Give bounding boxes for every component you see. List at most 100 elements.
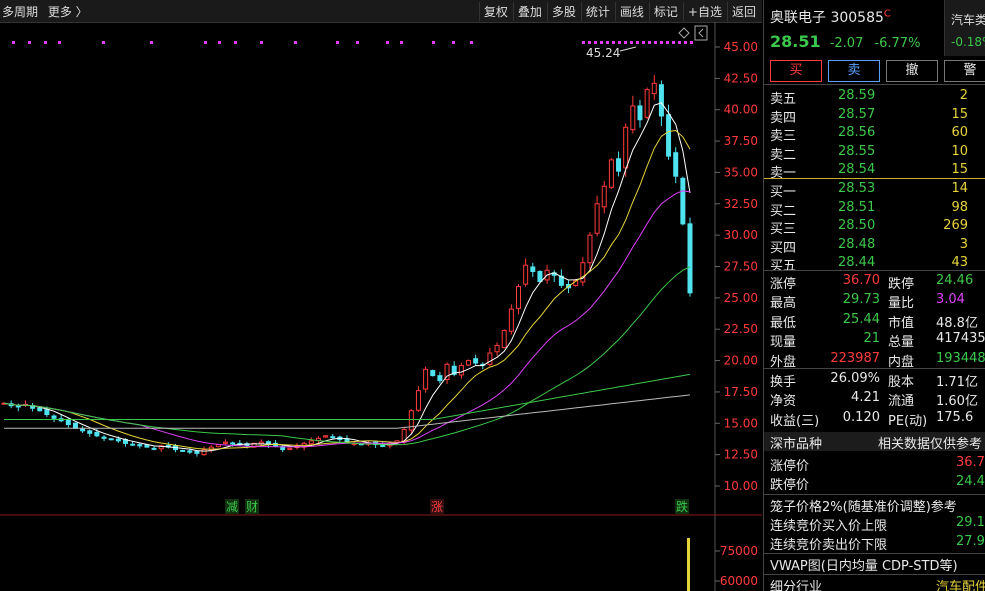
signal-dot <box>678 41 681 44</box>
event-marker-bg <box>225 499 239 514</box>
max-price-arrow <box>619 46 637 52</box>
divider <box>764 84 985 85</box>
event-marker[interactable]: 涨 <box>431 499 443 514</box>
industry-label: 细分行业 <box>770 580 823 591</box>
multi-stock-button[interactable]: 多股 <box>546 2 580 21</box>
stat-value: 48.8亿 <box>936 315 978 331</box>
event-marker-bg <box>245 499 259 514</box>
ask-row[interactable]: 卖五 28.59 2 <box>770 88 980 107</box>
signal-dot <box>642 41 645 44</box>
y-tick-label: 22.50 <box>724 322 758 336</box>
diamond-icon[interactable] <box>678 27 690 39</box>
candlestick-series <box>1 74 693 457</box>
cancel-order-button[interactable]: 撤 <box>886 60 938 82</box>
ask-label: 卖四 <box>770 110 797 126</box>
stat-label: 流通 <box>888 394 915 410</box>
signal-dot <box>150 41 153 44</box>
mark-button[interactable]: 标记 <box>648 2 682 21</box>
stock-code: 300585 <box>830 10 884 26</box>
bid-row[interactable]: 买二 28.51 98 <box>770 200 980 219</box>
sell-button[interactable]: 卖 <box>828 60 880 82</box>
stat-value: 21 <box>863 331 880 347</box>
ask-row[interactable]: 卖四 28.57 15 <box>770 107 980 126</box>
signal-dot <box>12 41 15 44</box>
signal-dot <box>204 41 207 44</box>
candle-body <box>144 444 150 448</box>
event-marker[interactable]: 跌 <box>676 499 688 514</box>
stat-label: 最高 <box>770 296 797 312</box>
ask-price: 28.55 <box>838 143 876 159</box>
sector-box[interactable]: 汽车类 -0.18% <box>944 0 985 56</box>
stock-tag: C <box>883 8 891 20</box>
signal-dot <box>400 41 403 44</box>
price-row: 28.51 -2.07 -6.77% <box>770 32 920 51</box>
ask-price: 28.54 <box>838 162 876 177</box>
panel-toggle-icon[interactable] <box>694 25 708 41</box>
y-tick-label: 42.50 <box>724 71 758 85</box>
ask-label: 卖五 <box>770 92 797 107</box>
stat-row: 最高 29.73 量比 3.04 <box>770 292 985 311</box>
sector-tab[interactable]: 汽车类 <box>951 13 985 27</box>
vwap-label[interactable]: VWAP图(日内均量 CDP-STD等) <box>770 559 958 574</box>
signal-dot <box>660 41 663 44</box>
limit-up-price-row: 涨停价 36.70 <box>770 455 985 474</box>
signal-dot <box>588 41 591 44</box>
ask-row[interactable]: 卖二 28.55 10 <box>770 144 980 163</box>
quote-panel: 奥联电子 300585C 汽车类 -0.18% 28.51 -2.07 -6.7… <box>763 0 985 591</box>
bid-volume: 43 <box>951 255 968 270</box>
candle-body <box>115 438 121 442</box>
alert-button[interactable]: 警 <box>944 60 985 82</box>
candle-body <box>151 447 157 450</box>
buy-button[interactable]: 买 <box>770 60 822 82</box>
candle-body <box>580 262 586 283</box>
signal-dot <box>684 41 687 44</box>
candle-body <box>530 266 536 273</box>
kline-chart[interactable]: 45.00 42.50 40.00 37.50 35.00 32.50 30.00 27.50… <box>0 22 762 591</box>
stat-value: 193448 <box>936 350 985 366</box>
bid-row[interactable]: 买三 28.50 269 <box>770 218 980 237</box>
bid-row[interactable]: 买五 28.44 43 <box>770 255 980 274</box>
y-tick-label: 25.00 <box>724 291 758 305</box>
divider <box>764 270 985 271</box>
ma250-line <box>4 373 691 420</box>
statistics-button[interactable]: 统计 <box>580 2 614 21</box>
candle-body <box>194 450 200 454</box>
event-marker-bg <box>675 499 689 514</box>
chart-corner-controls[interactable] <box>678 25 708 41</box>
ma120-line <box>4 394 691 429</box>
candle-body <box>537 271 543 283</box>
fuquan-button[interactable]: 复权 <box>478 2 512 21</box>
event-marker[interactable]: 财 <box>246 500 258 514</box>
stat-label: 换手 <box>770 375 797 390</box>
draw-line-button[interactable]: 画线 <box>614 2 648 21</box>
candle-body <box>487 352 493 365</box>
signal-dot <box>690 41 693 44</box>
bid-volume: 98 <box>951 199 968 215</box>
bid-price: 28.48 <box>838 236 876 252</box>
bid-row[interactable]: 买一 28.53 14 <box>770 181 980 200</box>
bid-row[interactable]: 买四 28.48 3 <box>770 237 980 256</box>
more-menu[interactable]: 更多 〉 <box>47 5 88 19</box>
moving-average-lines <box>3 102 691 452</box>
ask-row[interactable]: 卖一 28.54 15 <box>770 162 980 181</box>
add-watchlist-button[interactable]: +自选 <box>682 2 726 21</box>
signal-dot <box>432 41 435 44</box>
signal-dot <box>386 41 389 44</box>
candle-body <box>380 444 386 447</box>
candle-body <box>130 443 136 446</box>
event-marker[interactable]: 减 <box>226 500 238 514</box>
stat-value: 4.21 <box>851 390 880 406</box>
bid-label: 买四 <box>770 240 797 256</box>
y-tick-label: 40.00 <box>724 103 758 117</box>
stat-label: 股本 <box>888 375 915 390</box>
ask-row[interactable]: 卖三 28.56 60 <box>770 125 980 144</box>
candle-body <box>616 158 622 172</box>
ask-volume: 15 <box>951 106 968 122</box>
candle-body <box>65 419 71 426</box>
multi-period-menu[interactable]: 多周期 <box>2 5 39 19</box>
divider <box>764 553 985 554</box>
overlay-button[interactable]: 叠加 <box>512 2 546 21</box>
back-button[interactable]: 返回 <box>726 2 760 21</box>
signal-dot <box>648 41 651 44</box>
y-tick-label: 37.50 <box>724 134 758 148</box>
